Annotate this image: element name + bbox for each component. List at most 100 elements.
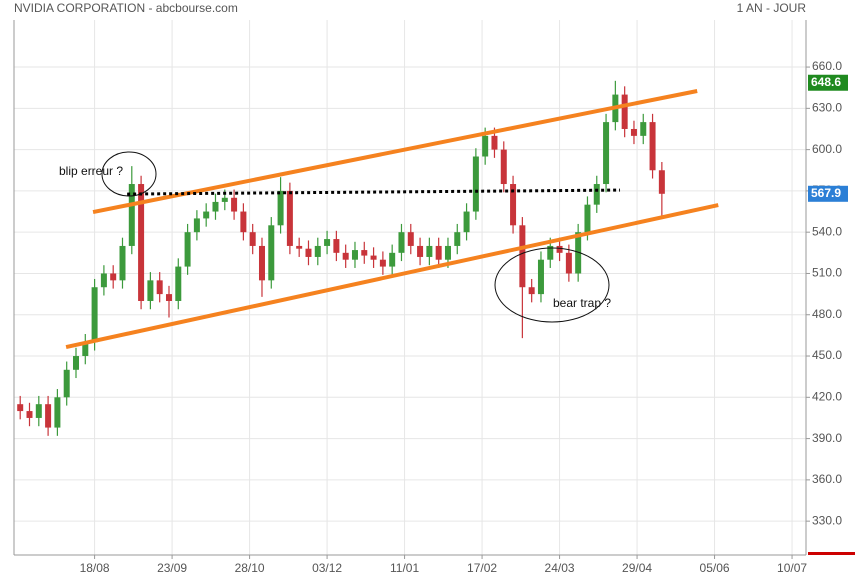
candle-body [35, 404, 42, 418]
candle-body [575, 232, 582, 274]
candle-body [305, 248, 312, 257]
candle-body [258, 245, 265, 281]
candle-body [630, 128, 637, 136]
x-tick-label: 23/09 [157, 561, 187, 575]
y-tick-label: 510.0 [812, 266, 842, 280]
price-marker [808, 185, 848, 202]
candle-body [91, 287, 98, 343]
candle-body [221, 197, 228, 202]
candle-body [63, 369, 70, 398]
candle-body [398, 232, 405, 253]
candle-body [482, 135, 489, 157]
candle-body [82, 342, 89, 357]
candle-body [351, 250, 358, 260]
candle-body [147, 280, 154, 301]
candle-body [379, 259, 386, 267]
candle-body [212, 201, 219, 212]
candle-body [603, 122, 610, 185]
candle-body [435, 245, 442, 260]
candle-body [314, 245, 321, 257]
candle-body [175, 266, 182, 301]
candle-body [519, 225, 526, 288]
candle-body [621, 94, 628, 129]
candle-body [547, 245, 554, 260]
annotation: bear trap ? [553, 296, 611, 310]
x-tick-label: 29/04 [622, 561, 652, 575]
x-tick-label: 05/06 [700, 561, 730, 575]
candle-body [203, 211, 210, 219]
price-marker-label: 567.9 [811, 186, 841, 200]
y-tick-label: 660.0 [812, 59, 842, 73]
candle-body [510, 184, 517, 226]
candle-body [333, 239, 340, 253]
volume-marker [808, 552, 855, 555]
y-tick-label: 330.0 [812, 513, 842, 527]
y-tick-label: 600.0 [812, 142, 842, 156]
candle-body [500, 149, 507, 185]
candle-body [565, 252, 572, 274]
candle-body [658, 170, 665, 194]
candle-body [389, 252, 396, 267]
candle-body [417, 245, 424, 257]
y-tick-label: 630.0 [812, 101, 842, 115]
candle-body [324, 239, 331, 246]
candle-body [138, 184, 145, 301]
annotation: blip erreur ? [59, 164, 123, 178]
candle-body [54, 397, 61, 428]
chart-subtitle: 1 AN - JOUR [737, 1, 807, 15]
y-tick-label: 360.0 [812, 472, 842, 486]
candle-body [165, 294, 172, 301]
candle-body [426, 245, 433, 257]
annotation-ellipse [494, 247, 610, 323]
y-tick-label: 390.0 [812, 431, 842, 445]
y-tick-label: 540.0 [812, 224, 842, 238]
x-tick-label: 11/01 [390, 561, 419, 575]
candle-body [491, 135, 498, 150]
trend-line [127, 188, 621, 196]
candle-body [17, 404, 24, 412]
chart-title: NVIDIA CORPORATION - abcbourse.com [14, 1, 238, 15]
candle-body [119, 245, 126, 281]
x-tick-label: 18/08 [80, 561, 110, 575]
candle-body [26, 411, 33, 418]
trend-line [65, 203, 719, 350]
candle-body [296, 245, 303, 249]
price-marker [808, 74, 848, 91]
y-tick-label: 420.0 [812, 389, 842, 403]
candle-body [584, 204, 591, 233]
candle-body [128, 184, 135, 246]
trend-line [92, 89, 698, 215]
candle-body [268, 225, 275, 281]
candle-body [184, 232, 191, 267]
candle-body [537, 259, 544, 295]
candle-body [407, 232, 414, 246]
x-tick-label: 17/02 [467, 561, 497, 575]
x-tick-label: 10/07 [777, 561, 807, 575]
candle-body [556, 245, 563, 253]
candle-body [593, 184, 600, 205]
candle-body [193, 218, 200, 233]
candle-body [156, 280, 163, 295]
candle-body [444, 245, 451, 260]
candle-body [463, 211, 470, 233]
candle-body [649, 122, 656, 171]
candle-body [249, 232, 256, 246]
candle-body [72, 356, 79, 370]
candle-body [472, 156, 479, 212]
candle-body [100, 273, 107, 288]
candle-body [528, 287, 535, 295]
x-tick-label: 28/10 [235, 561, 265, 575]
candle-body [277, 190, 284, 226]
y-tick-label: 450.0 [812, 348, 842, 362]
candle-body [370, 255, 377, 260]
candle-body [240, 211, 247, 233]
candle-body [361, 250, 368, 256]
candle-body [454, 232, 461, 246]
candle-body [342, 252, 349, 260]
x-tick-label: 03/12 [312, 561, 342, 575]
price-marker-label: 648.6 [811, 75, 841, 89]
candle-body [110, 273, 117, 281]
y-tick-label: 480.0 [812, 307, 842, 321]
x-tick-label: 24/03 [545, 561, 575, 575]
